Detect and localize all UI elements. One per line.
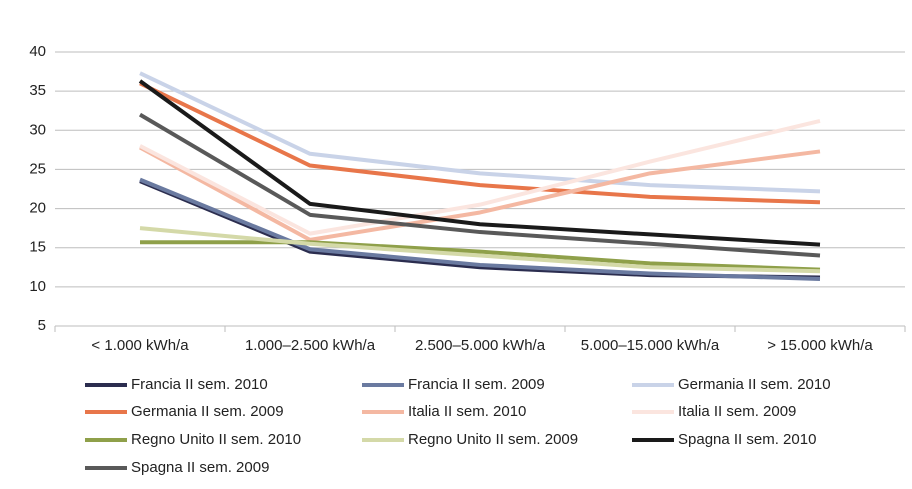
legend-label: Spagna II sem. 2010 bbox=[678, 431, 816, 448]
series-line bbox=[139, 71, 821, 194]
legend-label: Regno Unito II sem. 2010 bbox=[131, 431, 301, 448]
x-tick-label: > 15.000 kWh/a bbox=[767, 337, 873, 354]
series-line bbox=[139, 145, 821, 242]
y-tick-label: 5 bbox=[38, 317, 46, 334]
y-tick-label: 10 bbox=[29, 278, 46, 295]
y-tick-label: 20 bbox=[29, 200, 46, 217]
legend-label: Regno Unito II sem. 2009 bbox=[408, 431, 578, 448]
x-tick-label: 2.500–5.000 kWh/a bbox=[415, 337, 546, 354]
series-line bbox=[139, 118, 821, 236]
legend-label: Spagna II sem. 2009 bbox=[131, 459, 269, 476]
y-tick-label: 25 bbox=[29, 160, 46, 177]
y-tick-label: 40 bbox=[29, 43, 46, 60]
legend-label: Italia II sem. 2010 bbox=[408, 403, 526, 420]
series-line bbox=[139, 226, 821, 274]
legend-label: Francia II sem. 2009 bbox=[408, 376, 545, 393]
series-line bbox=[140, 240, 821, 272]
legend-label: Germania II sem. 2010 bbox=[678, 376, 831, 393]
series-line bbox=[138, 79, 821, 247]
x-tick-label: 1.000–2.500 kWh/a bbox=[245, 337, 376, 354]
legend-label: Italia II sem. 2009 bbox=[678, 403, 796, 420]
x-tick-label: 5.000–15.000 kWh/a bbox=[581, 337, 720, 354]
series-line bbox=[138, 112, 821, 258]
series-line bbox=[139, 177, 821, 282]
y-tick-label: 30 bbox=[29, 121, 46, 138]
legend-label: Germania II sem. 2009 bbox=[131, 403, 284, 420]
x-tick-label: < 1.000 kWh/a bbox=[91, 337, 189, 354]
series-line bbox=[139, 81, 821, 205]
y-tick-label: 35 bbox=[29, 82, 46, 99]
y-tick-label: 15 bbox=[29, 239, 46, 256]
legend-label: Francia II sem. 2010 bbox=[131, 376, 268, 393]
